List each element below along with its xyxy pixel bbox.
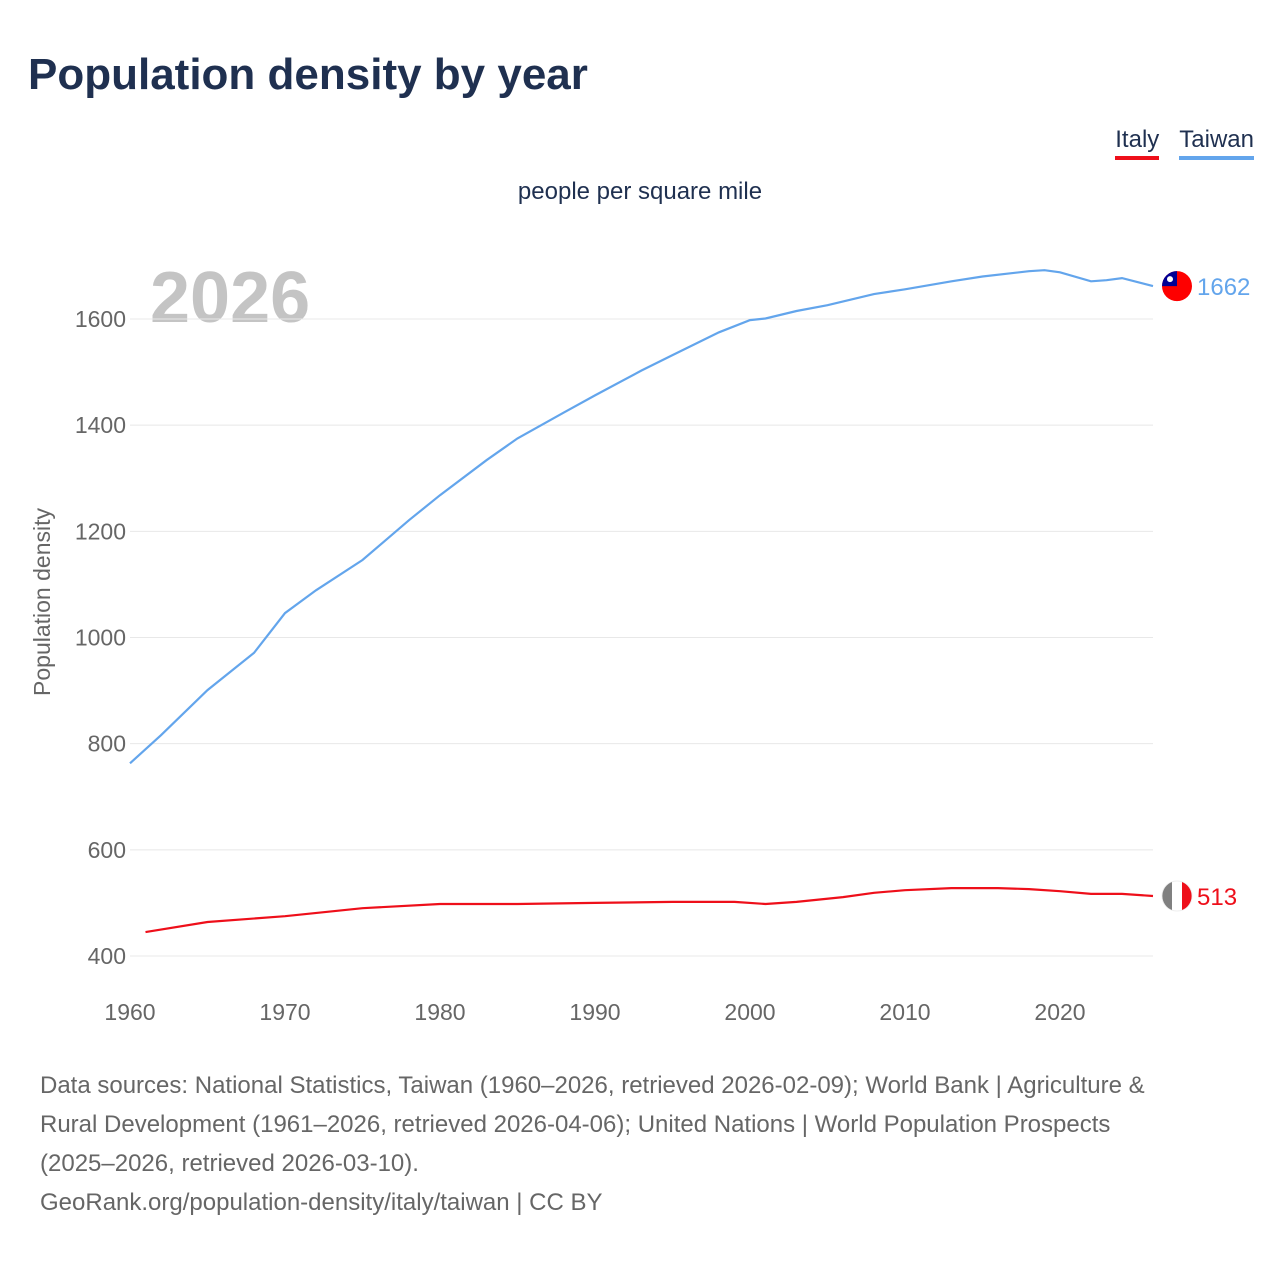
y-axis-label: Population density xyxy=(29,508,55,696)
series-line-italy xyxy=(145,887,1154,934)
y-tick-label: 800 xyxy=(88,731,126,757)
taiwan-flag-sun xyxy=(1167,276,1173,283)
italy-flag-left xyxy=(1162,882,1172,911)
source-line: Rural Development (1961–2026, retrieved … xyxy=(40,1111,1111,1138)
y-tick-label: 1000 xyxy=(75,625,126,651)
chart-subtitle: people per square mile xyxy=(517,178,763,205)
x-tick-label: 1990 xyxy=(569,999,620,1025)
y-tick-label: 1200 xyxy=(75,518,126,544)
end-value-label: 513 xyxy=(1197,884,1237,911)
x-tick-label: 1970 xyxy=(259,999,310,1025)
year-watermark: 2026 xyxy=(150,258,310,338)
x-tick-label: 2020 xyxy=(1034,999,1085,1025)
legend-item-taiwan[interactable]: Taiwan xyxy=(1179,126,1254,160)
series-line-taiwan xyxy=(129,269,1154,765)
source-line: Data sources: National Statistics, Taiwa… xyxy=(40,1072,1145,1099)
y-tick-label: 1400 xyxy=(75,412,126,438)
legend: Italy Taiwan xyxy=(1115,126,1254,160)
y-tick-label: 600 xyxy=(88,837,126,863)
x-tick-label: 1960 xyxy=(104,999,155,1025)
legend-item-italy[interactable]: Italy xyxy=(1115,126,1160,160)
y-tick-label: 1600 xyxy=(75,306,126,332)
y-tick-label: 400 xyxy=(88,943,126,969)
source-line: (2025–2026, retrieved 2026-03-10). xyxy=(40,1150,419,1177)
plot-area: 2026 400 600 800 1000 1200 1400 1600 1960 1970 198… xyxy=(29,258,1250,1025)
x-tick-label: 2010 xyxy=(879,999,930,1025)
end-value-label: 1662 xyxy=(1197,274,1250,301)
x-tick-label: 2000 xyxy=(724,999,775,1025)
chart-title: Population density by year xyxy=(28,50,588,99)
x-tick-label: 1980 xyxy=(414,999,465,1025)
source-link[interactable]: GeoRank.org/population-density/italy/tai… xyxy=(40,1189,603,1216)
italy-flag-right xyxy=(1182,882,1192,911)
source-note: Data sources: National Statistics, Taiwa… xyxy=(40,1066,1250,1222)
